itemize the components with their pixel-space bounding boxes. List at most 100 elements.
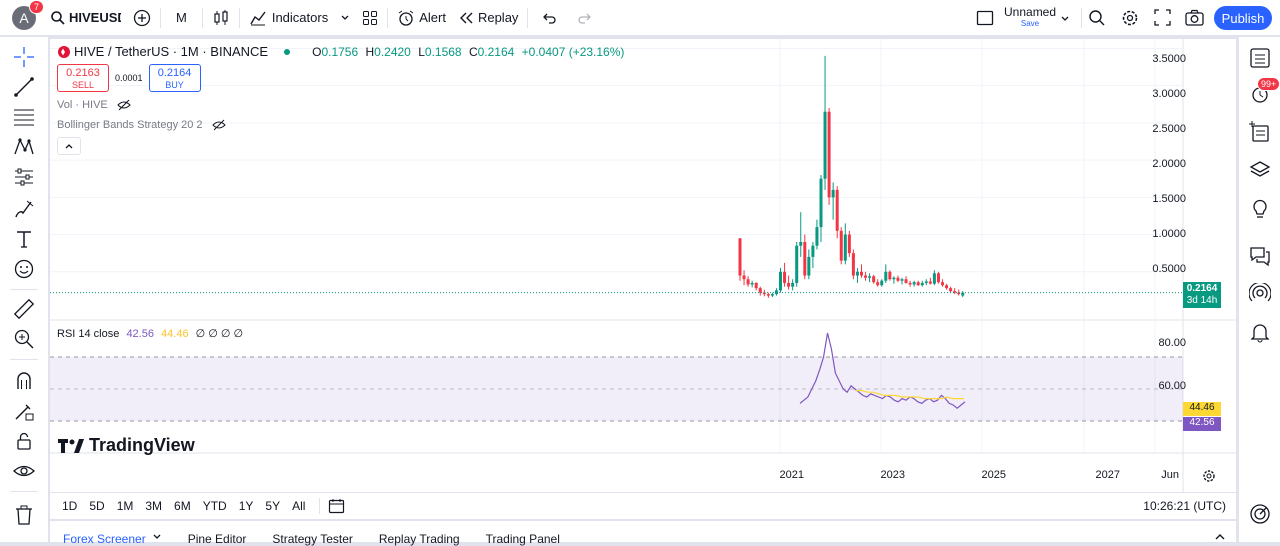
streams-button[interactable] <box>1247 281 1273 307</box>
time-tick: 2023 <box>880 469 905 481</box>
remove-drawings-tool[interactable] <box>12 503 36 527</box>
chevron-down-icon <box>341 15 349 20</box>
chart-type-button[interactable] <box>206 0 236 36</box>
emoji-tool[interactable] <box>12 257 36 281</box>
chart-canvas[interactable] <box>50 39 1236 492</box>
settings-button[interactable] <box>1121 9 1139 30</box>
alerts-button[interactable]: 99+ <box>1247 77 1280 107</box>
interval-button[interactable]: M <box>164 0 199 36</box>
rsi-ma-value: 44.46 <box>161 328 189 340</box>
timeframe-6m[interactable]: 6M <box>174 499 191 513</box>
crosshair-tool[interactable] <box>12 45 36 69</box>
layout-menu-button[interactable] <box>1060 12 1070 27</box>
symbol-legend: HIVE / TetherUS · 1M · BINANCE O0.1756 H… <box>58 44 624 59</box>
candle-body <box>815 227 819 246</box>
watchlist-button[interactable] <box>1247 45 1273 71</box>
help-button[interactable] <box>1247 501 1273 527</box>
replay-label: Replay <box>477 10 519 25</box>
notifications-button[interactable] <box>1247 319 1273 345</box>
candle-body <box>787 282 791 287</box>
timeframe-5d[interactable]: 5D <box>89 499 105 513</box>
replay-button[interactable]: Replay <box>452 0 524 36</box>
volume-legend[interactable]: Vol · HIVE <box>57 99 131 111</box>
candle-body <box>876 282 880 286</box>
sell-button[interactable]: 0.2163 SELL <box>57 64 109 92</box>
quick-search-button[interactable] <box>1088 9 1106 30</box>
object-tree-button[interactable] <box>1247 119 1273 145</box>
candle-body <box>839 230 843 261</box>
lightbulb-icon <box>1253 199 1267 218</box>
stay-drawing-tool[interactable] <box>12 399 36 423</box>
user-avatar[interactable]: A 7 <box>12 0 44 30</box>
chats-button[interactable] <box>1247 243 1273 269</box>
bottom-panel-tabs: Forex Screener Pine Editor Strategy Test… <box>50 521 1236 546</box>
candle-body <box>762 292 766 295</box>
tab-strategy-tester[interactable]: Strategy Tester <box>272 532 353 546</box>
timeframe-1y[interactable]: 1Y <box>238 499 254 513</box>
timeframe-5y[interactable]: 5Y <box>265 499 281 513</box>
timeframe-3m[interactable]: 3M <box>145 499 163 513</box>
collapse-legend-button[interactable] <box>57 137 81 155</box>
tab-trading-panel[interactable]: Trading Panel <box>485 532 560 546</box>
compare-button[interactable] <box>127 0 157 36</box>
timeframe-1m[interactable]: 1M <box>116 499 134 513</box>
fib-tool[interactable] <box>12 105 36 129</box>
layout-square-icon <box>976 10 994 25</box>
date-range-button[interactable] <box>328 498 346 514</box>
rsi-legend[interactable]: RSI 14 close 42.56 44.46 ∅ ∅ ∅ ∅ <box>57 327 243 340</box>
price-tick: 1.0000 <box>1152 228 1186 240</box>
indicators-label: Indicators <box>271 10 329 25</box>
indicators-button[interactable]: Indicators <box>243 0 334 36</box>
timeframe-1d[interactable]: 1D <box>62 499 78 513</box>
time-tick: 2021 <box>779 469 804 481</box>
collapse-panel-button[interactable] <box>1214 531 1226 545</box>
tab-pine-editor[interactable]: Pine Editor <box>187 532 247 546</box>
buy-button[interactable]: 0.2164 BUY <box>148 64 201 92</box>
publish-button[interactable]: Publish <box>1214 6 1272 30</box>
candle-body <box>953 291 957 293</box>
brush-tool[interactable] <box>12 197 36 221</box>
magnet-tool[interactable] <box>12 369 36 393</box>
candle-body <box>766 294 770 296</box>
measure-tool[interactable] <box>12 297 36 321</box>
rsi-tick: 60.00 <box>1158 380 1186 392</box>
divider <box>160 7 161 28</box>
text-tool[interactable] <box>12 227 36 251</box>
layout-name-button[interactable]: Unnamed Save <box>1004 5 1056 28</box>
bollinger-legend[interactable]: Bollinger Bands Strategy 20 2 <box>57 119 226 131</box>
undo-button[interactable] <box>531 0 567 36</box>
layouts-button[interactable] <box>356 0 384 36</box>
alert-button[interactable]: Alert <box>391 0 452 36</box>
timeframe-bar: 1D 5D 1M 3M 6M YTD 1Y 5Y All 10:26:21 (U… <box>50 492 1236 519</box>
zoom-tool[interactable] <box>12 327 36 351</box>
pattern-tool[interactable] <box>12 135 36 159</box>
candle-body <box>783 271 787 283</box>
timeframe-ytd[interactable]: YTD <box>202 499 227 513</box>
clock[interactable]: 10:26:21 (UTC) <box>1143 499 1226 513</box>
divider <box>1081 8 1082 28</box>
layout-checkbox[interactable] <box>970 0 1000 36</box>
divider <box>10 491 38 492</box>
candle-body <box>795 245 799 283</box>
time-tick: 2027 <box>1095 469 1120 481</box>
candle-body <box>791 282 795 287</box>
chart-pane[interactable]: HIVE / TetherUS · 1M · BINANCE O0.1756 H… <box>50 39 1236 519</box>
tab-forex-screener[interactable]: Forex Screener <box>50 521 175 546</box>
ideas-button[interactable] <box>1247 195 1273 221</box>
trend-line-tool[interactable] <box>12 75 36 99</box>
rsi-tick: 80.00 <box>1158 337 1186 349</box>
indicator-templates-button[interactable] <box>334 0 356 36</box>
hide-drawings-tool[interactable] <box>12 459 36 483</box>
layers-button[interactable] <box>1247 157 1273 183</box>
timeframe-all[interactable]: All <box>292 499 306 513</box>
lock-drawings-tool[interactable] <box>12 429 36 453</box>
tab-replay-trading[interactable]: Replay Trading <box>378 532 460 546</box>
fullscreen-button[interactable] <box>1154 9 1171 29</box>
symbol-search[interactable]: HIVEUSDT <box>44 0 127 36</box>
candle-body <box>924 281 928 283</box>
drawing-toolbar <box>0 37 48 542</box>
timezone-settings-button[interactable] <box>1202 469 1216 488</box>
snapshot-button[interactable] <box>1185 9 1204 29</box>
forecast-tool[interactable] <box>12 165 36 189</box>
redo-button[interactable] <box>567 0 603 36</box>
